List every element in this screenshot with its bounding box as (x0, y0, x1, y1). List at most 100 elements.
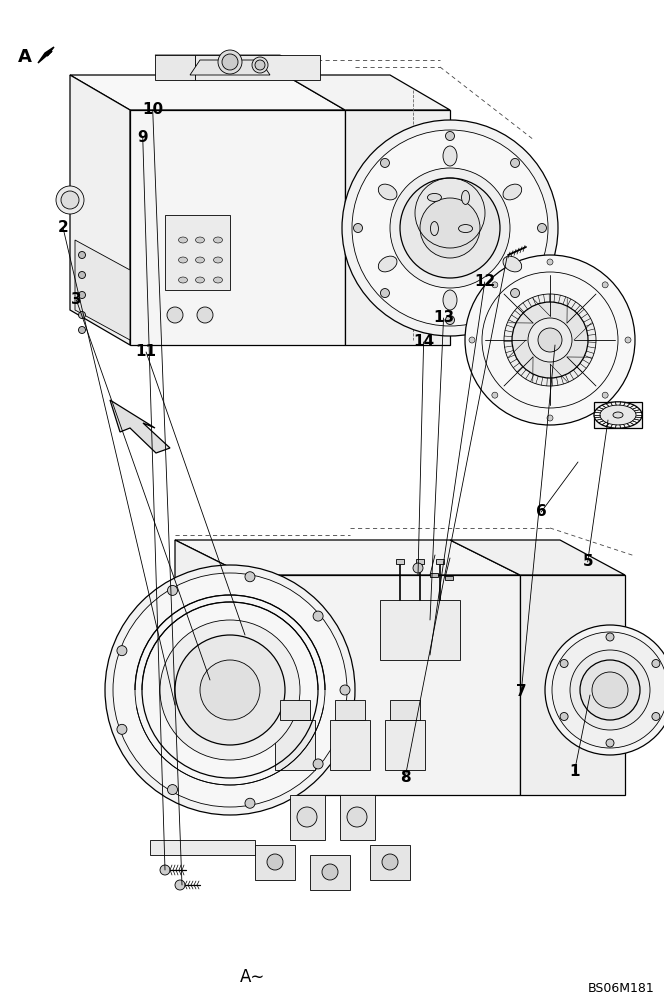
Ellipse shape (378, 184, 397, 200)
Text: 13: 13 (433, 310, 454, 326)
Polygon shape (280, 700, 310, 720)
Circle shape (160, 620, 300, 760)
Text: 11: 11 (135, 344, 157, 360)
Circle shape (492, 282, 498, 288)
Polygon shape (450, 540, 625, 575)
Circle shape (420, 198, 480, 258)
Ellipse shape (503, 184, 522, 200)
Circle shape (245, 798, 255, 808)
Polygon shape (245, 575, 520, 795)
Circle shape (511, 158, 519, 167)
Text: A: A (18, 48, 32, 66)
Polygon shape (130, 110, 345, 345)
Circle shape (560, 712, 568, 720)
Circle shape (606, 739, 614, 747)
Circle shape (512, 302, 588, 378)
Polygon shape (330, 720, 370, 770)
Circle shape (322, 864, 338, 880)
Circle shape (537, 224, 546, 232)
Ellipse shape (195, 277, 205, 283)
Circle shape (252, 57, 268, 73)
Circle shape (78, 312, 86, 318)
Circle shape (652, 712, 660, 720)
Circle shape (446, 131, 454, 140)
Text: 8: 8 (400, 770, 410, 786)
Circle shape (652, 660, 660, 668)
Circle shape (547, 259, 553, 265)
Circle shape (580, 660, 640, 720)
Circle shape (446, 316, 454, 324)
Text: 1: 1 (569, 764, 580, 780)
Circle shape (197, 307, 213, 323)
Polygon shape (520, 575, 625, 795)
Circle shape (380, 289, 390, 298)
Circle shape (175, 635, 285, 745)
Circle shape (602, 282, 608, 288)
Circle shape (78, 271, 86, 278)
Circle shape (78, 326, 86, 334)
Text: 7: 7 (516, 684, 527, 700)
Circle shape (492, 392, 498, 398)
Circle shape (167, 785, 177, 795)
Circle shape (390, 168, 510, 288)
Circle shape (255, 60, 265, 70)
Circle shape (267, 854, 283, 870)
Ellipse shape (600, 405, 636, 425)
Circle shape (297, 807, 317, 827)
Bar (396, 559, 404, 564)
Circle shape (340, 685, 350, 695)
Circle shape (382, 854, 398, 870)
Ellipse shape (461, 190, 469, 204)
Ellipse shape (214, 257, 222, 263)
Polygon shape (175, 540, 245, 795)
Ellipse shape (443, 290, 457, 310)
Ellipse shape (443, 146, 457, 166)
Polygon shape (380, 600, 460, 660)
Circle shape (175, 880, 185, 890)
Circle shape (528, 318, 572, 362)
Circle shape (570, 650, 650, 730)
Polygon shape (190, 60, 270, 75)
Text: A∼: A∼ (240, 968, 265, 986)
Polygon shape (370, 845, 410, 880)
Circle shape (602, 392, 608, 398)
Circle shape (625, 337, 631, 343)
Circle shape (592, 672, 628, 708)
Circle shape (400, 178, 500, 278)
Polygon shape (70, 75, 130, 345)
Circle shape (352, 130, 548, 326)
Text: 12: 12 (474, 274, 495, 290)
Circle shape (222, 54, 238, 70)
Polygon shape (385, 720, 425, 770)
Circle shape (200, 660, 260, 720)
Circle shape (547, 415, 553, 421)
Polygon shape (175, 540, 520, 575)
Circle shape (413, 563, 423, 573)
Text: 3: 3 (71, 292, 82, 308)
Polygon shape (255, 845, 295, 880)
Text: 6: 6 (536, 504, 546, 520)
Text: 5: 5 (582, 554, 593, 570)
Ellipse shape (214, 237, 222, 243)
Polygon shape (165, 215, 230, 290)
Ellipse shape (179, 257, 187, 263)
Text: 9: 9 (137, 130, 148, 145)
Circle shape (313, 759, 323, 769)
Polygon shape (75, 240, 130, 340)
Polygon shape (195, 55, 320, 80)
Circle shape (538, 328, 562, 352)
Polygon shape (110, 400, 170, 453)
Bar (594, 402, 642, 428)
Circle shape (160, 865, 170, 875)
Text: 14: 14 (413, 334, 434, 350)
Text: BS06M181: BS06M181 (588, 982, 654, 996)
Circle shape (353, 224, 363, 232)
Circle shape (105, 565, 355, 815)
Ellipse shape (503, 256, 522, 272)
Bar (436, 559, 444, 564)
Circle shape (117, 646, 127, 656)
Circle shape (342, 120, 558, 336)
Circle shape (56, 186, 84, 214)
Polygon shape (275, 720, 315, 770)
Ellipse shape (428, 193, 442, 201)
